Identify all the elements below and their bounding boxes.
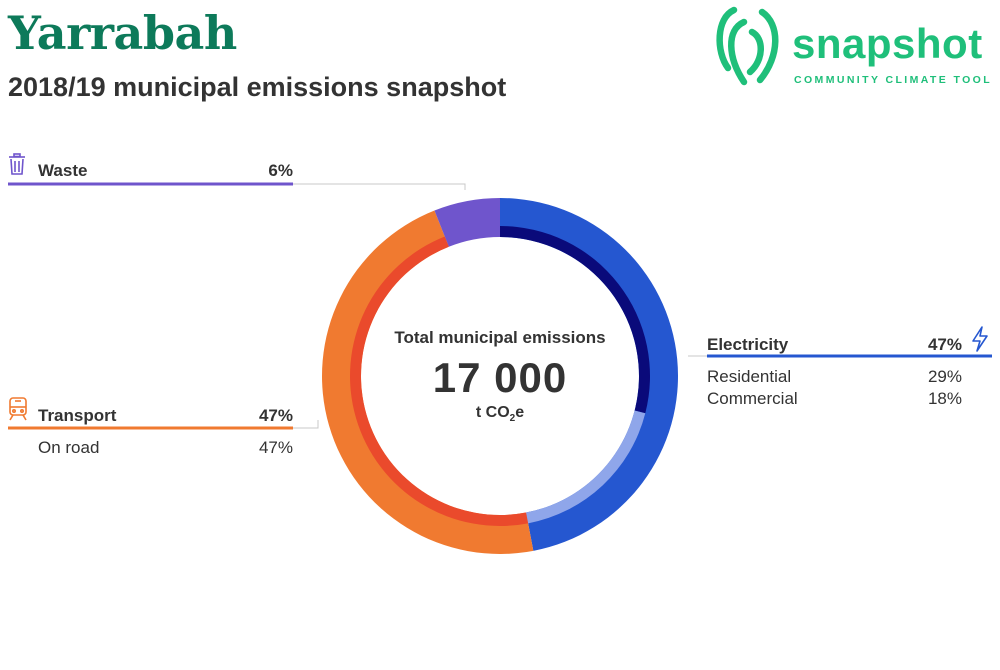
page-title: Yarrabah	[8, 6, 237, 60]
unit-main: t CO	[475, 404, 510, 421]
residential-label: Residential	[707, 367, 792, 386]
page-subtitle: 2018/19 municipal emissions snapshot	[8, 72, 507, 102]
transport-value: 47%	[258, 406, 293, 425]
train-icon	[9, 397, 27, 421]
unit-subscript: 2	[509, 413, 516, 425]
lightning-bolt-icon	[972, 326, 988, 352]
on-road-label: On road	[38, 438, 100, 457]
commercial-label: Commercial	[707, 389, 798, 408]
electricity-segment	[500, 198, 678, 551]
waste-label: Waste	[38, 161, 88, 180]
residential-value: 29%	[927, 367, 962, 386]
total-emissions-title: Total municipal emissions	[394, 328, 606, 347]
total-emissions-unit: t CO2e	[370, 404, 630, 424]
commercial-segment	[526, 410, 646, 524]
waste-segment	[434, 198, 500, 247]
electricity-label: Electricity	[707, 335, 789, 354]
unit-end: e	[515, 404, 525, 421]
electricity-value: 47%	[927, 335, 962, 354]
total-emissions-value: 17 000	[432, 354, 568, 401]
on-road-value: 47%	[258, 438, 293, 457]
logo-tagline: COMMUNITY CLIMATE TOOL	[794, 74, 993, 86]
snapshot-logo: snapshot COMMUNITY CLIMATE TOOL	[712, 0, 1000, 90]
waste-value: 6%	[268, 161, 293, 180]
commercial-value: 18%	[927, 389, 962, 408]
trash-can-icon	[9, 153, 25, 175]
fingerprint-logo-icon	[716, 6, 779, 86]
transport-label: Transport	[38, 406, 117, 425]
transport-leader-line	[293, 420, 319, 429]
logo-wordmark: snapshot	[792, 20, 983, 67]
